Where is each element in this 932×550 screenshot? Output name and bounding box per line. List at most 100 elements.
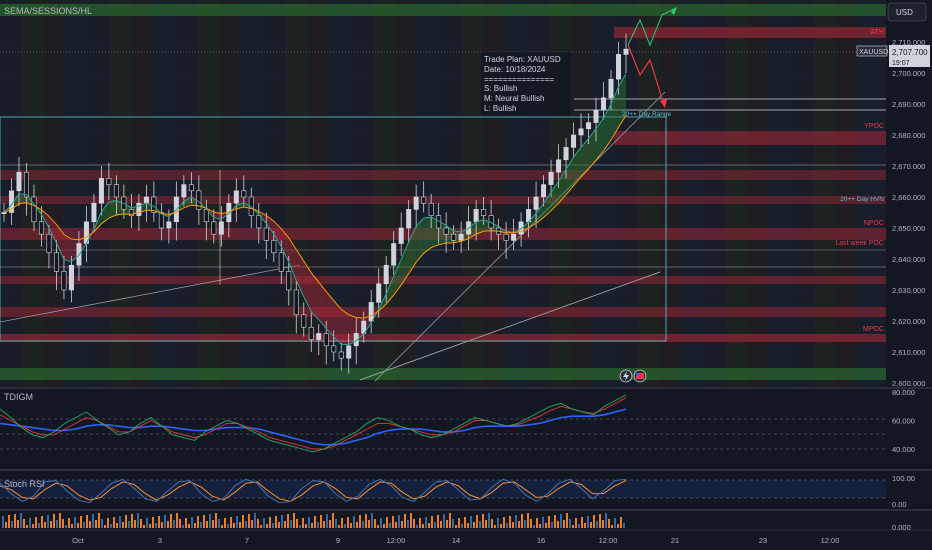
volume-bar <box>551 522 553 528</box>
volume-bar <box>329 520 331 528</box>
volume-bar <box>131 514 133 528</box>
candle-body <box>46 233 52 254</box>
volume-bar <box>188 524 190 528</box>
volume-bar <box>239 522 241 528</box>
volume-bar <box>380 518 382 528</box>
volume-bar <box>233 523 235 528</box>
candle-body <box>481 209 487 216</box>
tdi-tick-label: 80.000 <box>892 388 915 397</box>
top-green-zone <box>0 4 886 16</box>
volume-bar <box>284 521 286 528</box>
ema-cloud-segment <box>101 202 109 224</box>
candle-body <box>458 233 464 241</box>
candle-body <box>623 48 629 55</box>
currency-button-label: USD <box>896 8 913 17</box>
candle-body <box>346 345 352 359</box>
session-stripe <box>726 0 748 388</box>
candle-body <box>166 221 172 229</box>
volume-bar <box>452 519 454 528</box>
volume-bar <box>326 514 328 528</box>
volume-bar <box>257 519 259 528</box>
volume-bar <box>26 525 28 528</box>
volume-bar <box>557 521 559 528</box>
price-tick-label: 2,660.000 <box>892 193 925 202</box>
volume-bar <box>617 524 619 528</box>
volume-bar <box>590 522 592 528</box>
volume-bar <box>179 519 181 528</box>
volume-bar <box>305 524 307 528</box>
price-zones <box>0 4 886 382</box>
volume-bar <box>299 525 301 528</box>
ema-cloud-segment <box>588 128 597 170</box>
volume-bar <box>506 523 508 528</box>
candle-body <box>271 240 277 254</box>
trendline-2 <box>359 271 661 381</box>
stoch-d-line <box>0 480 627 502</box>
candle-body <box>413 196 419 210</box>
volume-bar <box>581 517 583 528</box>
candle-body <box>451 233 457 241</box>
stoch-label[interactable]: Stoch RSI <box>4 479 45 489</box>
time-tick-label: 12:00 <box>599 536 618 545</box>
ema-cloud-segment <box>551 180 559 211</box>
volume-bar <box>428 523 430 528</box>
ema-cloud-segment <box>416 218 424 263</box>
red-zone-3 <box>0 276 886 284</box>
time-tick-label: 9 <box>336 536 340 545</box>
candle-body <box>548 171 554 185</box>
volume-bar <box>563 520 565 528</box>
volume-bar <box>251 520 253 528</box>
session-stripe <box>308 0 330 388</box>
volume-bar <box>98 513 100 528</box>
candle-body <box>368 302 374 322</box>
volume-bar <box>587 516 589 528</box>
time-axis[interactable]: Oct 3 7 9 12:00 14 16 12:00 21 23 12:00 <box>72 536 839 545</box>
volume-bar <box>203 515 205 528</box>
price-axis[interactable]: 2,710.000 2,700.000 2,690.000 2,680.000 2,67… <box>886 0 932 550</box>
volume-bar <box>113 517 115 528</box>
volume-bar <box>422 524 424 528</box>
volume-bar <box>470 516 472 528</box>
candle-body <box>601 97 607 111</box>
price-badge[interactable]: XAUUSD 2,707.700 19:07 <box>856 45 930 67</box>
candle-body <box>16 171 22 192</box>
session-stripe <box>682 0 704 388</box>
volume-bar <box>143 525 145 528</box>
volume-bar <box>290 520 292 528</box>
volume-bar <box>521 514 523 528</box>
volume-bar <box>170 514 172 528</box>
volume-bar <box>455 525 457 528</box>
volume-bar <box>161 522 163 528</box>
volume-bar <box>56 520 58 528</box>
trendline-1 <box>0 264 301 323</box>
volume-bar <box>335 519 337 528</box>
volume-bar <box>110 524 112 528</box>
volume-bar <box>50 521 52 528</box>
candle-body <box>158 212 164 229</box>
session-stripe <box>572 0 594 388</box>
ema-cloud-segment <box>213 212 222 220</box>
volume-bar <box>497 518 499 528</box>
candle-body <box>181 184 187 198</box>
session-stripe <box>220 0 242 388</box>
candle-body <box>128 209 134 216</box>
volume-bar <box>248 514 250 528</box>
indicator-label[interactable]: SEMA/SESSIONS/HL <box>4 6 92 16</box>
volume-bar <box>218 519 220 528</box>
volume-bar <box>296 519 298 528</box>
session-stripe <box>110 0 132 388</box>
candle-body <box>331 345 337 353</box>
volume-bar <box>308 517 310 528</box>
currency-button[interactable]: USD <box>887 2 927 22</box>
volume-bar <box>383 524 385 528</box>
tdi-label[interactable]: TDIGM <box>4 392 33 402</box>
candle-body <box>616 54 622 80</box>
day-range-label: 20++ Day Range <box>622 111 672 118</box>
event-icons[interactable] <box>619 369 647 383</box>
session-stripe <box>594 0 616 388</box>
volume-bar <box>548 516 550 528</box>
volume-bar <box>398 515 400 528</box>
volume-bar <box>368 520 370 528</box>
price-tick-label: 2,620.000 <box>892 317 925 326</box>
